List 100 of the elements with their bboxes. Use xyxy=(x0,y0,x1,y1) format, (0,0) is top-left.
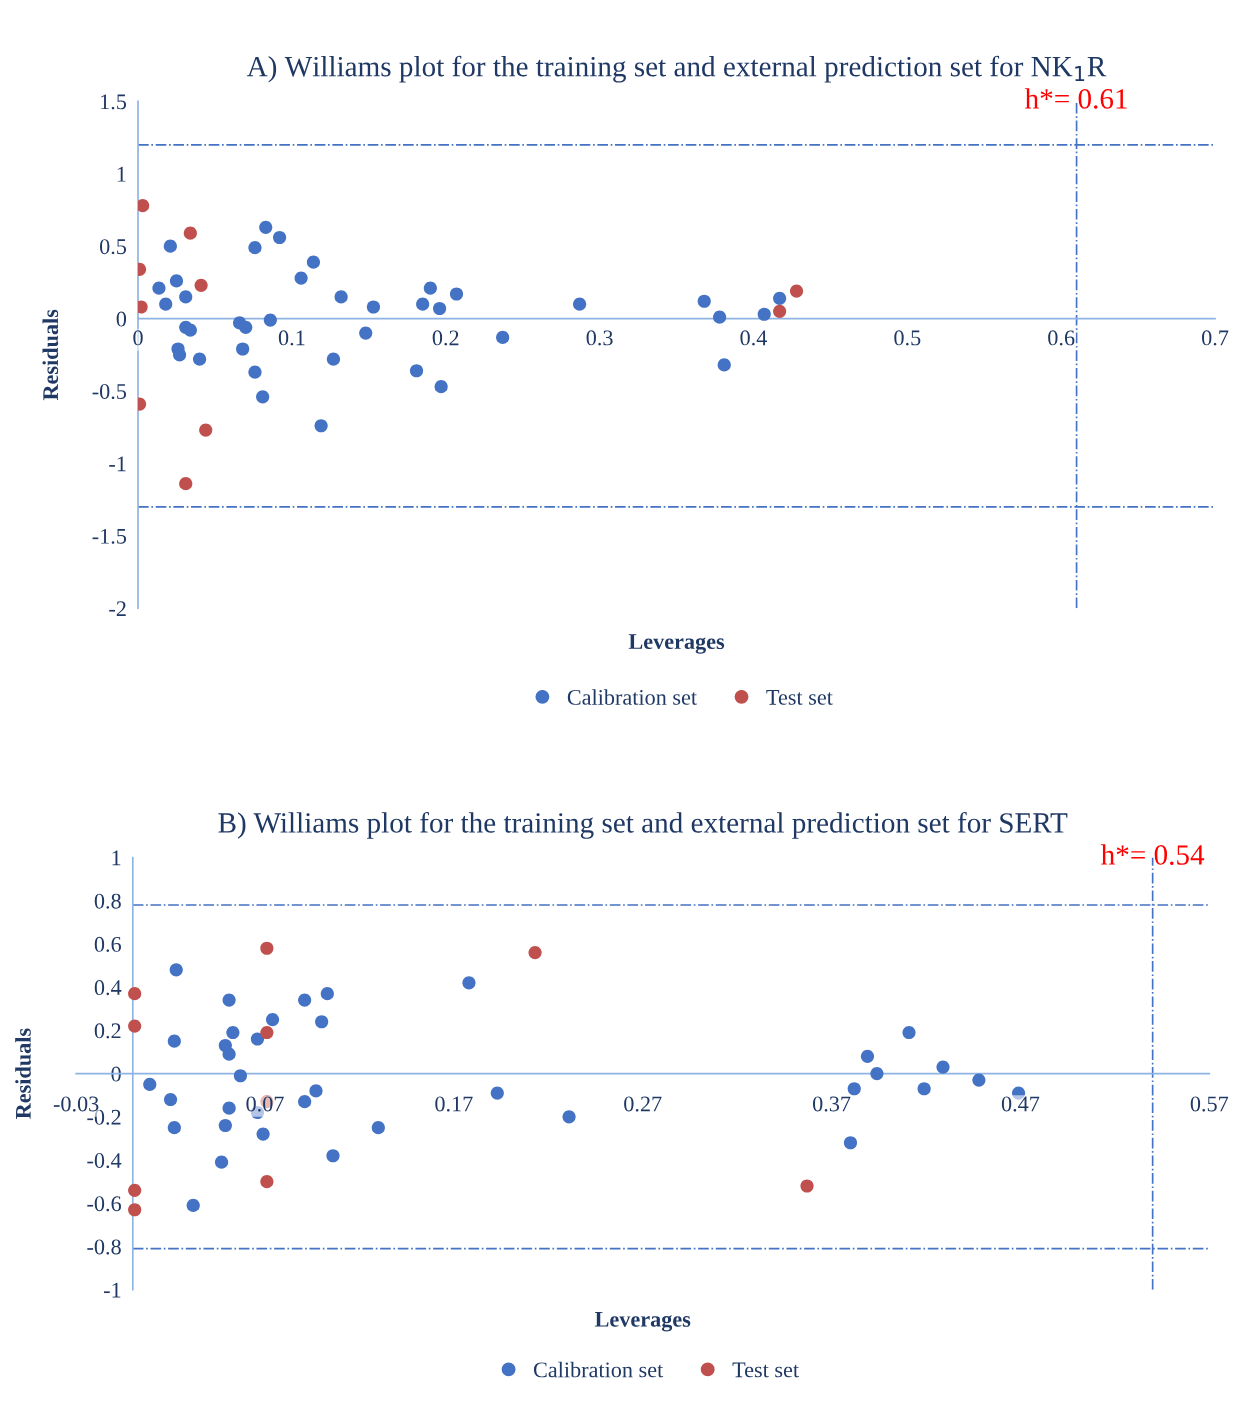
x-tick-label: 0.3 xyxy=(586,330,613,346)
point xyxy=(972,1073,986,1087)
x-tick-label: 0.7 xyxy=(1202,330,1229,346)
point xyxy=(366,300,381,314)
point xyxy=(233,1069,248,1083)
legend-label: Calibration set xyxy=(533,1361,664,1378)
point xyxy=(309,1084,323,1098)
point xyxy=(263,313,277,327)
y-tick-label: -1 xyxy=(103,1282,121,1298)
x-tick-label: 0.6 xyxy=(1048,330,1075,346)
point xyxy=(434,380,448,394)
point xyxy=(917,1082,931,1096)
point xyxy=(138,199,150,213)
y-tick-label: 0.6 xyxy=(94,936,122,952)
point xyxy=(163,1092,178,1107)
point xyxy=(789,284,804,298)
point xyxy=(236,342,250,356)
y-tick-label: 1 xyxy=(117,166,126,182)
point xyxy=(371,1121,385,1135)
point xyxy=(256,1127,270,1141)
point xyxy=(256,390,270,404)
point xyxy=(214,1155,229,1169)
point xyxy=(757,307,771,321)
point xyxy=(222,1101,236,1115)
point xyxy=(259,220,273,234)
ref-line-label: h*= 0.61 xyxy=(1024,88,1127,109)
point xyxy=(843,1136,858,1150)
y-tick-label: 0.5 xyxy=(99,239,127,255)
y-axis-title: Residuals xyxy=(42,309,59,401)
point xyxy=(326,352,341,366)
ref-line-label: h*= 0.54 xyxy=(1100,844,1205,865)
legend-label: Test set xyxy=(766,690,833,705)
y-axis-title: Residuals xyxy=(15,1028,31,1119)
point xyxy=(496,330,510,345)
point xyxy=(409,364,424,378)
point xyxy=(573,297,587,311)
x-axis-title: Leverages xyxy=(594,1312,691,1332)
point xyxy=(169,274,184,288)
point xyxy=(260,941,274,955)
y-tick-label: 0.8 xyxy=(94,893,121,909)
x-axis-title: Leverages xyxy=(628,634,725,654)
chart-title: A) Williams plot for the training set and external prediction set for NK$_{1}$R xyxy=(246,55,1107,83)
x-tick-label: 0.1 xyxy=(278,330,305,346)
point xyxy=(320,987,334,1001)
x-tick-label: 0.17 xyxy=(435,1096,473,1112)
legend-label: Calibration set xyxy=(567,689,697,705)
point xyxy=(179,290,193,304)
point xyxy=(192,352,207,366)
x-tick-label: 0.4 xyxy=(740,330,768,346)
point xyxy=(183,323,197,337)
y-tick-label: 0.4 xyxy=(94,980,122,996)
point xyxy=(359,326,373,340)
point xyxy=(902,1025,916,1040)
point xyxy=(800,1179,814,1193)
point xyxy=(697,294,711,308)
point xyxy=(167,1034,181,1048)
point xyxy=(128,987,142,1001)
x-tick-label: 0.07 xyxy=(246,1096,284,1112)
point xyxy=(248,365,262,379)
point xyxy=(416,297,430,311)
point xyxy=(717,358,731,372)
point xyxy=(260,1025,274,1040)
point xyxy=(528,945,542,960)
y-tick-label: -0.4 xyxy=(87,1152,122,1169)
point xyxy=(128,1203,142,1217)
point xyxy=(128,1019,142,1033)
point xyxy=(163,239,177,253)
point xyxy=(152,281,166,295)
point xyxy=(248,241,262,255)
x-tick-label: 0.2 xyxy=(432,330,459,346)
y-tick-label: -0.6 xyxy=(87,1196,122,1212)
point xyxy=(423,281,437,295)
y-tick-label: 1.5 xyxy=(101,94,127,110)
point xyxy=(326,1149,340,1163)
x-tick-label: 0 xyxy=(133,330,143,346)
point xyxy=(172,348,187,362)
point xyxy=(167,1121,181,1135)
point xyxy=(298,1095,312,1109)
point xyxy=(199,423,213,437)
point xyxy=(462,976,476,990)
point xyxy=(315,1015,329,1029)
point xyxy=(143,1077,157,1091)
point xyxy=(773,304,787,318)
point xyxy=(490,1086,504,1100)
y-tick-label: -1.5 xyxy=(92,528,127,544)
point xyxy=(773,291,787,305)
point xyxy=(186,1198,200,1213)
point xyxy=(294,271,308,285)
x-tick-label: 0.37 xyxy=(812,1096,851,1112)
point xyxy=(272,230,287,245)
y-tick-label: 1 xyxy=(112,850,121,866)
point xyxy=(239,320,253,334)
point xyxy=(169,963,183,977)
point xyxy=(183,226,197,240)
point xyxy=(250,1032,265,1046)
y-tick-label: -0.5 xyxy=(92,383,127,400)
point xyxy=(128,1183,142,1197)
x-tick-label: 0.47 xyxy=(1001,1096,1040,1112)
point xyxy=(179,477,193,491)
point xyxy=(713,310,727,324)
